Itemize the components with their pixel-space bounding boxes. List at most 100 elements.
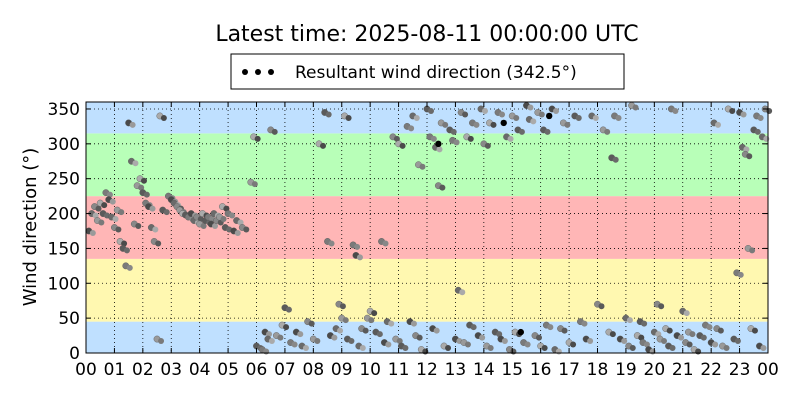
y-tick-label: 0 xyxy=(69,344,80,364)
data-point xyxy=(229,212,236,219)
data-point xyxy=(149,205,156,212)
data-point xyxy=(348,338,355,345)
data-point xyxy=(320,142,327,149)
data-point xyxy=(376,331,383,338)
data-point xyxy=(689,331,696,338)
data-point xyxy=(712,341,719,348)
data-point xyxy=(297,331,304,338)
data-point xyxy=(339,303,346,310)
data-point xyxy=(302,345,309,352)
data-point xyxy=(132,160,139,167)
data-point xyxy=(402,345,409,352)
y-tick-label: 350 xyxy=(48,100,80,120)
data-point xyxy=(271,128,278,135)
data-point xyxy=(598,303,605,310)
y-tick-label: 100 xyxy=(48,274,80,294)
data-point xyxy=(430,135,437,142)
data-point xyxy=(729,107,736,114)
x-tick-label: 21 xyxy=(672,360,694,380)
data-point xyxy=(345,114,352,121)
y-tick-label: 150 xyxy=(48,239,80,259)
data-point xyxy=(385,341,392,348)
data-point xyxy=(740,111,747,118)
x-tick-label: 19 xyxy=(615,360,637,380)
x-tick-label: 16 xyxy=(530,360,552,380)
data-point-black xyxy=(435,140,442,148)
x-axis-ticks: 00 01 02 03 04 05 06 07 08 09 10 11 12 13 14 15 16 17 18 19… xyxy=(75,102,779,380)
data-point xyxy=(510,348,517,355)
data-point xyxy=(609,331,616,338)
data-point xyxy=(547,324,554,331)
x-tick-label: 00 xyxy=(757,360,779,380)
y-tick-label: 200 xyxy=(48,205,80,225)
data-point xyxy=(436,146,443,153)
data-point xyxy=(408,125,415,132)
data-point xyxy=(695,348,702,355)
data-point xyxy=(538,111,545,118)
data-point xyxy=(587,338,594,345)
data-point xyxy=(717,327,724,334)
data-point xyxy=(388,320,395,327)
data-point xyxy=(126,264,133,271)
data-point xyxy=(470,324,477,331)
data-point xyxy=(700,334,707,341)
legend-marker xyxy=(255,69,261,75)
data-point-black xyxy=(500,119,507,127)
data-point xyxy=(342,317,349,324)
data-point xyxy=(328,240,335,247)
data-point xyxy=(501,338,508,345)
x-tick-label: 23 xyxy=(729,360,751,380)
data-point xyxy=(112,216,119,223)
data-point xyxy=(223,205,230,212)
x-tick-label: 02 xyxy=(132,360,154,380)
y-tick-label: 250 xyxy=(48,170,80,190)
data-point xyxy=(331,334,338,341)
data-point xyxy=(359,345,366,352)
data-point xyxy=(89,229,96,236)
data-point xyxy=(575,114,582,121)
data-point xyxy=(220,216,227,223)
data-point xyxy=(163,209,170,216)
data-point xyxy=(155,240,162,247)
data-point xyxy=(160,114,167,121)
x-tick-label: 15 xyxy=(501,360,523,380)
data-point xyxy=(638,334,645,341)
legend-label: Resultant wind direction (342.5°) xyxy=(295,63,577,83)
data-point xyxy=(666,327,673,334)
data-point xyxy=(268,338,275,345)
data-point xyxy=(737,271,744,278)
data-point xyxy=(561,327,568,334)
data-point xyxy=(419,163,426,170)
data-point xyxy=(464,341,471,348)
x-tick-label: 22 xyxy=(700,360,722,380)
data-point xyxy=(98,219,105,226)
data-point xyxy=(507,135,514,142)
direction-bands xyxy=(86,102,768,353)
x-tick-label: 01 xyxy=(104,360,126,380)
data-point xyxy=(453,139,460,146)
data-point xyxy=(621,338,628,345)
x-tick-label: 12 xyxy=(416,360,438,380)
data-point xyxy=(706,324,713,331)
x-tick-label: 00 xyxy=(75,360,97,380)
data-point xyxy=(263,348,270,355)
legend-marker xyxy=(242,69,248,75)
x-tick-label: 06 xyxy=(246,360,268,380)
data-point xyxy=(428,107,434,114)
data-point xyxy=(237,219,244,226)
data-point xyxy=(95,205,102,212)
y-axis-ticks: 0 50 100 150 200 250 300 350 xyxy=(48,100,768,364)
data-point xyxy=(672,107,679,114)
data-point xyxy=(686,341,693,348)
x-tick-label: 14 xyxy=(473,360,495,380)
data-point xyxy=(445,345,452,352)
data-point xyxy=(442,121,449,128)
data-point xyxy=(362,327,369,334)
data-point xyxy=(291,341,298,348)
data-point xyxy=(115,226,122,233)
data-point xyxy=(518,128,525,135)
data-point xyxy=(683,310,690,317)
x-tick-label: 13 xyxy=(445,360,467,380)
data-point xyxy=(143,191,150,198)
